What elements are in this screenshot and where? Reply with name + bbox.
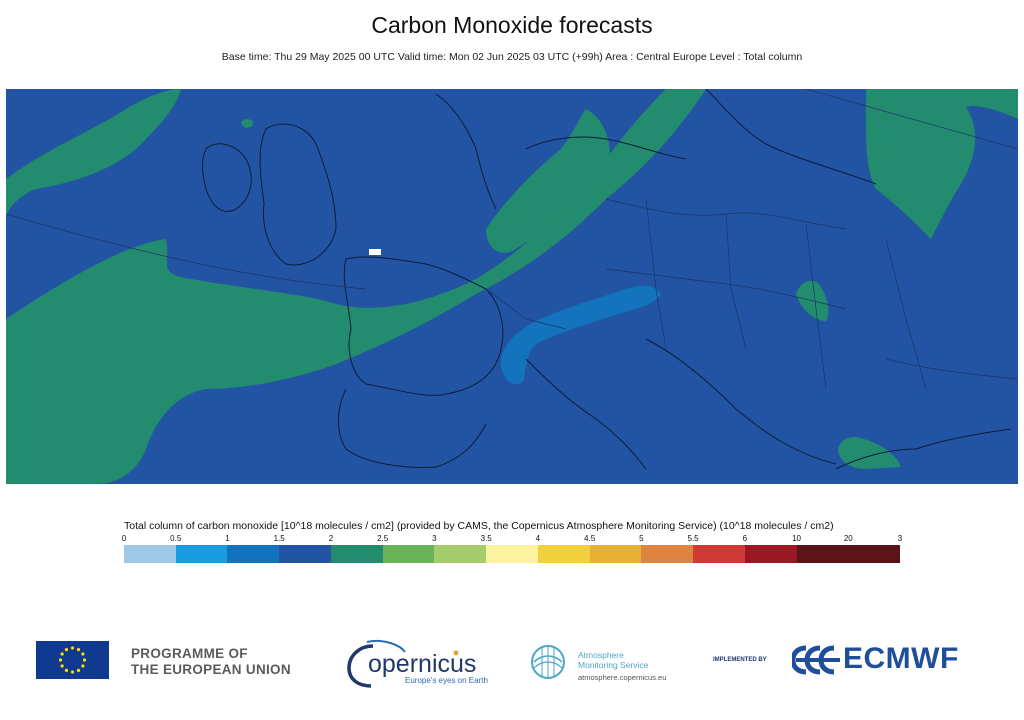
legend-swatch	[848, 545, 901, 563]
forecast-subtitle: Base time: Thu 29 May 2025 00 UTC Valid …	[221, 51, 803, 63]
co-region-baltic-east	[865, 89, 1018, 239]
legend-swatch	[486, 545, 538, 563]
legend-swatch	[641, 545, 694, 563]
eu-line-2: THE EUROPEAN UNION	[131, 662, 291, 677]
legend-tick-label: 5	[639, 534, 644, 543]
cams-line-2: Monitoring Service	[578, 660, 649, 670]
eu-stars-icon	[58, 646, 87, 674]
legend-swatch	[382, 545, 435, 563]
legend-title: Total column of carbon monoxide [10^18 m…	[124, 520, 834, 532]
legend-swatch	[744, 545, 797, 563]
legend-swatch	[434, 545, 487, 563]
eu-line-1: PROGRAMME OF	[131, 646, 248, 661]
legend-swatch	[693, 545, 745, 563]
legend-swatch	[227, 545, 280, 563]
legend-tick-label: 1.5	[273, 534, 285, 543]
eu-flag-icon	[36, 641, 109, 679]
page-title: Carbon Monoxide forecasts	[371, 12, 653, 38]
legend-tick-label: 2	[328, 534, 334, 543]
eu-programme-label: PROGRAMME OF THE EUROPEAN UNION	[131, 646, 291, 678]
legend-tick-label: 10	[792, 534, 801, 543]
co-region-atlantic	[6, 89, 706, 484]
copernicus-logo-icon	[347, 640, 459, 688]
forecast-map	[6, 89, 1018, 484]
legend-tick-label: 5.5	[687, 534, 699, 543]
legend-tick-label: 0.5	[170, 534, 182, 543]
ecmwf-wordmark: ECMWF	[843, 642, 959, 675]
legend-tick-label: 4.5	[584, 534, 596, 543]
co-region-alps	[500, 285, 661, 385]
cams-logo-icon	[531, 645, 565, 679]
legend-swatch	[589, 545, 642, 563]
country-borders	[6, 89, 1018, 390]
legend-swatch	[537, 545, 590, 563]
legend-tick-label: 4	[535, 534, 541, 543]
city-marker	[369, 249, 381, 255]
legend-swatch	[124, 545, 176, 563]
cams-line-1: Atmosphere	[578, 650, 624, 660]
coastlines	[202, 89, 1012, 470]
legend-swatch	[330, 545, 383, 563]
legend-swatch	[279, 545, 331, 563]
map-canvas	[6, 89, 1018, 484]
legend-tick-label: 6	[742, 534, 748, 543]
ecmwf-logo-icon	[792, 645, 840, 675]
legend-tick-label: 3	[897, 534, 903, 543]
legend-swatch	[796, 545, 849, 563]
legend-tick-label: 1	[225, 534, 230, 543]
legend-swatch	[175, 545, 228, 563]
co-region-northwest	[6, 89, 181, 219]
legend-tick-label: 0	[121, 534, 127, 543]
legend-ticks: 0 0.5 1 1.5 2 2.5 3 3.5 4 4.5 5 5.5 6 10 20 3	[121, 534, 903, 546]
implemented-by-label: IMPLEMENTED BY	[713, 657, 767, 663]
legend-colorbar	[124, 545, 901, 563]
cams-url: atmosphere.copernicus.eu	[578, 673, 667, 682]
legend-tick-label: 2.5	[377, 534, 389, 543]
footer-logos: PROGRAMME OF THE EUROPEAN UNION opernicu…	[0, 630, 1024, 700]
cams-label: Atmosphere Monitoring Service	[578, 650, 648, 670]
legend-tick-label: 3	[432, 534, 437, 543]
legend-tick-label: 20	[843, 534, 853, 543]
copernicus-wordmark: opernicus	[368, 650, 477, 678]
co-region-north-sea	[486, 109, 610, 253]
co-region-small-north	[241, 119, 254, 128]
copernicus-tagline: Europe's eyes on Earth	[405, 676, 488, 685]
legend-tick-label: 3.5	[480, 534, 492, 543]
